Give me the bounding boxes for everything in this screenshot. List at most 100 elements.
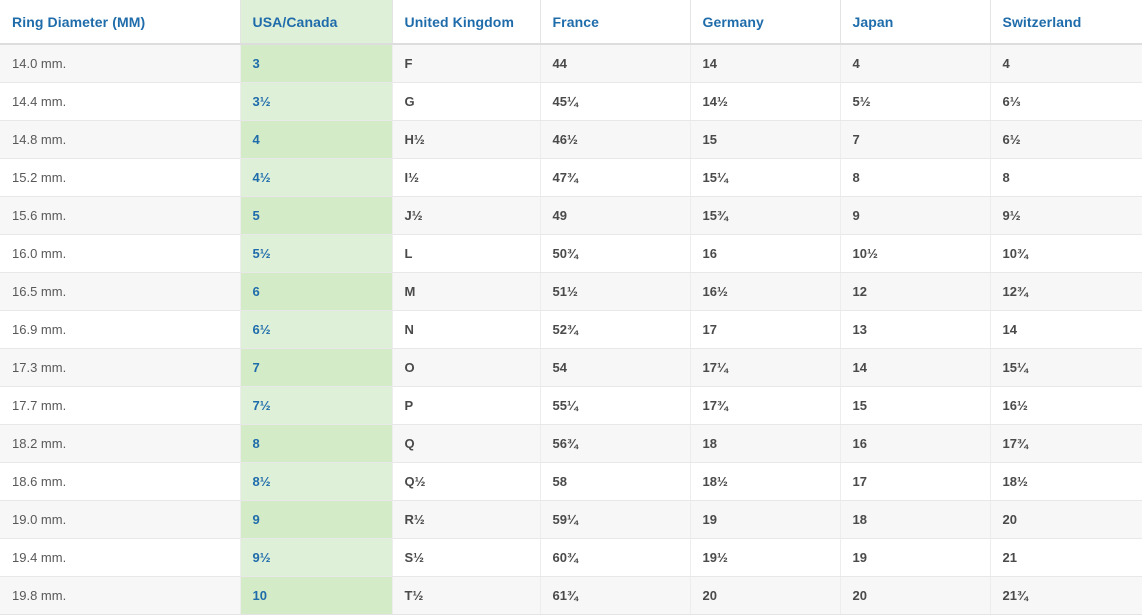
table-row: 15.6 mm. 5 J½ 49 15¾ 9 9½ (0, 196, 1142, 235)
cell-france: 50¾ (540, 234, 691, 273)
cell-switzerland: 18½ (990, 462, 1142, 501)
cell-united-kingdom: T½ (392, 576, 541, 615)
cell-usacanada: 8½ (240, 462, 393, 501)
cell-diameter: 16.5 mm. (0, 272, 241, 311)
cell-switzerland: 16½ (990, 386, 1142, 425)
cell-switzerland: 8 (990, 158, 1142, 197)
cell-japan: 12 (840, 272, 991, 311)
cell-japan: 20 (840, 576, 991, 615)
cell-france: 46½ (540, 120, 691, 159)
cell-japan: 13 (840, 310, 991, 349)
cell-germany: 16½ (690, 272, 841, 311)
cell-united-kingdom: G (392, 82, 541, 121)
cell-japan: 4 (840, 44, 991, 83)
cell-germany: 15¼ (690, 158, 841, 197)
cell-japan: 7 (840, 120, 991, 159)
cell-diameter: 14.8 mm. (0, 120, 241, 159)
cell-diameter: 16.0 mm. (0, 234, 241, 273)
table-row: 17.3 mm. 7 O 54 17¼ 14 15¼ (0, 348, 1142, 387)
cell-japan: 10½ (840, 234, 991, 273)
table-row: 14.0 mm. 3 F 44 14 4 4 (0, 44, 1142, 83)
cell-switzerland: 10¾ (990, 234, 1142, 273)
column-header-switzerland: Switzerland (990, 0, 1142, 45)
cell-switzerland: 6½ (990, 120, 1142, 159)
cell-diameter: 17.3 mm. (0, 348, 241, 387)
table-header: Ring Diameter (MM) USA/Canada United Kingd… (0, 0, 1142, 45)
cell-diameter: 18.6 mm. (0, 462, 241, 501)
cell-united-kingdom: L (392, 234, 541, 273)
column-header-united-kingdom: United Kingdom (392, 0, 541, 45)
cell-france: 44 (540, 44, 691, 83)
cell-germany: 18 (690, 424, 841, 463)
cell-diameter: 14.0 mm. (0, 44, 241, 83)
cell-switzerland: 9½ (990, 196, 1142, 235)
cell-germany: 18½ (690, 462, 841, 501)
cell-united-kingdom: R½ (392, 500, 541, 539)
cell-united-kingdom: Q (392, 424, 541, 463)
cell-france: 61¾ (540, 576, 691, 615)
cell-diameter: 17.7 mm. (0, 386, 241, 425)
cell-switzerland: 4 (990, 44, 1142, 83)
column-header-germany: Germany (690, 0, 841, 45)
cell-usacanada: 9 (240, 500, 393, 539)
cell-usacanada: 6½ (240, 310, 393, 349)
cell-france: 58 (540, 462, 691, 501)
cell-united-kingdom: M (392, 272, 541, 311)
cell-france: 45¼ (540, 82, 691, 121)
cell-france: 56¾ (540, 424, 691, 463)
cell-united-kingdom: N (392, 310, 541, 349)
table-row: 16.9 mm. 6½ N 52¾ 17 13 14 (0, 310, 1142, 349)
cell-japan: 5½ (840, 82, 991, 121)
table-row: 19.4 mm. 9½ S½ 60¾ 19½ 19 21 (0, 538, 1142, 577)
cell-switzerland: 20 (990, 500, 1142, 539)
cell-germany: 17 (690, 310, 841, 349)
cell-usacanada: 8 (240, 424, 393, 463)
cell-france: 47¾ (540, 158, 691, 197)
cell-france: 55¼ (540, 386, 691, 425)
cell-diameter: 19.8 mm. (0, 576, 241, 615)
table-row: 16.0 mm. 5½ L 50¾ 16 10½ 10¾ (0, 234, 1142, 273)
table-row: 18.6 mm. 8½ Q½ 58 18½ 17 18½ (0, 462, 1142, 501)
cell-france: 51½ (540, 272, 691, 311)
table-row: 14.4 mm. 3½ G 45¼ 14½ 5½ 6⅓ (0, 82, 1142, 121)
cell-diameter: 19.4 mm. (0, 538, 241, 577)
column-header-usacanada: USA/Canada (240, 0, 393, 45)
table-row: 16.5 mm. 6 M 51½ 16½ 12 12¾ (0, 272, 1142, 311)
table-row: 14.8 mm. 4 H½ 46½ 15 7 6½ (0, 120, 1142, 159)
cell-diameter: 18.2 mm. (0, 424, 241, 463)
cell-germany: 17¼ (690, 348, 841, 387)
cell-united-kingdom: S½ (392, 538, 541, 577)
cell-usacanada: 10 (240, 576, 393, 615)
cell-germany: 20 (690, 576, 841, 615)
cell-japan: 18 (840, 500, 991, 539)
cell-usacanada: 5 (240, 196, 393, 235)
cell-usacanada: 6 (240, 272, 393, 311)
cell-switzerland: 6⅓ (990, 82, 1142, 121)
cell-usacanada: 3 (240, 44, 393, 83)
cell-germany: 14½ (690, 82, 841, 121)
cell-usacanada: 5½ (240, 234, 393, 273)
cell-usacanada: 7½ (240, 386, 393, 425)
cell-switzerland: 12¾ (990, 272, 1142, 311)
cell-usacanada: 3½ (240, 82, 393, 121)
column-header-france: France (540, 0, 691, 45)
column-header-japan: Japan (840, 0, 991, 45)
cell-united-kingdom: Q½ (392, 462, 541, 501)
cell-united-kingdom: J½ (392, 196, 541, 235)
cell-united-kingdom: H½ (392, 120, 541, 159)
table-header-row: Ring Diameter (MM) USA/Canada United Kingd… (0, 0, 1142, 45)
table-row: 19.0 mm. 9 R½ 59¼ 19 18 20 (0, 500, 1142, 539)
cell-germany: 19 (690, 500, 841, 539)
table-row: 15.2 mm. 4½ I½ 47¾ 15¼ 8 8 (0, 158, 1142, 197)
cell-japan: 15 (840, 386, 991, 425)
cell-germany: 16 (690, 234, 841, 273)
cell-japan: 9 (840, 196, 991, 235)
table-row: 18.2 mm. 8 Q 56¾ 18 16 17¾ (0, 424, 1142, 463)
cell-japan: 14 (840, 348, 991, 387)
cell-germany: 17¾ (690, 386, 841, 425)
cell-japan: 8 (840, 158, 991, 197)
cell-switzerland: 15¼ (990, 348, 1142, 387)
cell-diameter: 16.9 mm. (0, 310, 241, 349)
